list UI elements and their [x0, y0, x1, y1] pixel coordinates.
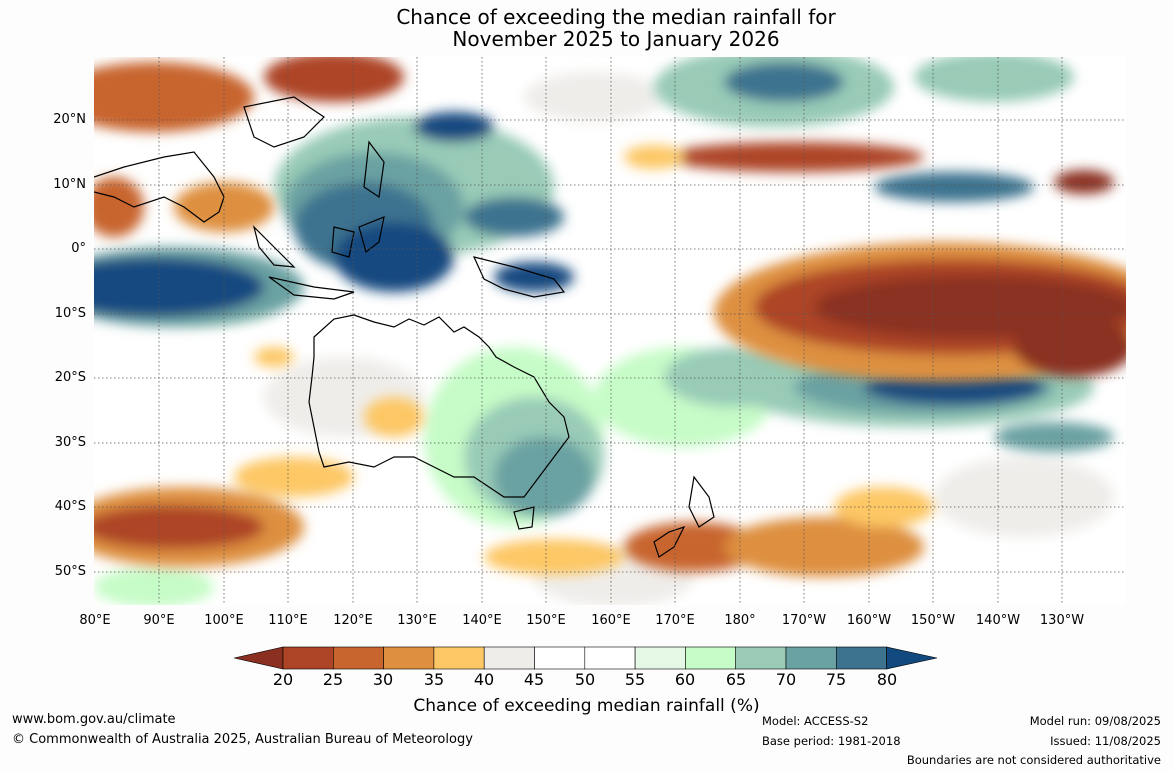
colorbar-segment — [333, 646, 384, 670]
rainfall-map-canvas — [94, 57, 1126, 605]
lon-label-170w: 170°W — [781, 613, 827, 628]
colorbar-tick-35: 35 — [423, 670, 445, 689]
colorbar-tick-70: 70 — [775, 670, 797, 689]
colorbar-segment — [785, 646, 837, 670]
lon-label-150w: 150°W — [910, 613, 956, 628]
colorbar-tick-20: 20 — [272, 670, 294, 689]
colorbar-arrow-high — [886, 646, 938, 670]
lat-label-50s: 50°S — [54, 564, 86, 579]
lon-label-100e: 100°E — [204, 613, 244, 628]
colorbar-tick-75: 75 — [825, 670, 847, 689]
map-title-line-2: November 2025 to January 2026 — [452, 27, 780, 51]
lon-label-160w: 160°W — [846, 613, 892, 628]
lat-label-20n: 20°N — [53, 112, 86, 127]
boundaries-disclaimer: Boundaries are not considered authoritat… — [906, 753, 1161, 767]
colorbar-tick-25: 25 — [322, 670, 344, 689]
lon-label-130w: 130°W — [1039, 613, 1085, 628]
colorbar-tick-55: 55 — [624, 670, 646, 689]
lat-label-40s: 40°S — [54, 499, 86, 514]
base-period: Base period: 1981-2018 — [762, 734, 901, 748]
map-title-line-1: Chance of exceeding the median rainfall … — [396, 5, 836, 29]
colorbar-label: Chance of exceeding median rainfall (%) — [413, 696, 760, 716]
issued-date: Issued: 11/08/2025 — [1050, 734, 1161, 748]
lon-label-140w: 140°W — [975, 613, 1021, 628]
colorbar-tick-45: 45 — [523, 670, 545, 689]
model-name: Model: ACCESS-S2 — [762, 714, 869, 728]
dry-anomaly-areas — [94, 57, 1126, 577]
colorbar — [234, 646, 938, 670]
colorbar-segment — [584, 646, 636, 670]
lon-label-120e: 120°E — [333, 613, 373, 628]
colorbar-segment — [835, 646, 887, 670]
colorbar-arrow-low — [234, 646, 284, 670]
colorbar-segment — [433, 646, 485, 670]
lat-label-30s: 30°S — [54, 435, 86, 450]
map-gridlines — [94, 57, 1126, 605]
copyright-text: © Commonwealth of Australia 2025, Austra… — [12, 732, 473, 747]
lon-label-80e: 80°E — [79, 613, 111, 628]
colorbar-tick-60: 60 — [674, 670, 696, 689]
colorbar-segment — [685, 646, 736, 670]
lon-label-170e: 170°E — [655, 613, 695, 628]
colorbar-tick-65: 65 — [725, 670, 747, 689]
colorbar-segment — [634, 646, 686, 670]
lon-label-160e: 160°E — [591, 613, 631, 628]
lon-label-110e: 110°E — [268, 613, 308, 628]
colorbar-segment — [483, 646, 535, 670]
lat-label-10n: 10°N — [53, 177, 86, 192]
colorbar-tick-80: 80 — [876, 670, 898, 689]
lat-label-20s: 20°S — [54, 370, 86, 385]
colorbar-segment — [383, 646, 435, 670]
colorbar-tick-50: 50 — [574, 670, 596, 689]
rainfall-map — [94, 57, 1126, 605]
lon-label-130e: 130°E — [397, 613, 437, 628]
lat-label-0: 0° — [71, 241, 86, 256]
lon-label-180: 180° — [724, 613, 756, 628]
colorbar-segment — [534, 646, 586, 670]
lon-label-90e: 90°E — [143, 613, 175, 628]
colorbar-segment — [735, 646, 787, 670]
model-run-date: Model run: 09/08/2025 — [1029, 714, 1161, 728]
lon-label-150e: 150°E — [526, 613, 566, 628]
colorbar-tick-40: 40 — [473, 670, 495, 689]
lon-label-140e: 140°E — [462, 613, 502, 628]
colorbar-tick-30: 30 — [372, 670, 394, 689]
colorbar-segment — [282, 646, 334, 670]
coastlines — [94, 96, 715, 558]
website-link[interactable]: www.bom.gov.au/climate — [12, 712, 176, 727]
lat-label-10s: 10°S — [54, 306, 86, 321]
